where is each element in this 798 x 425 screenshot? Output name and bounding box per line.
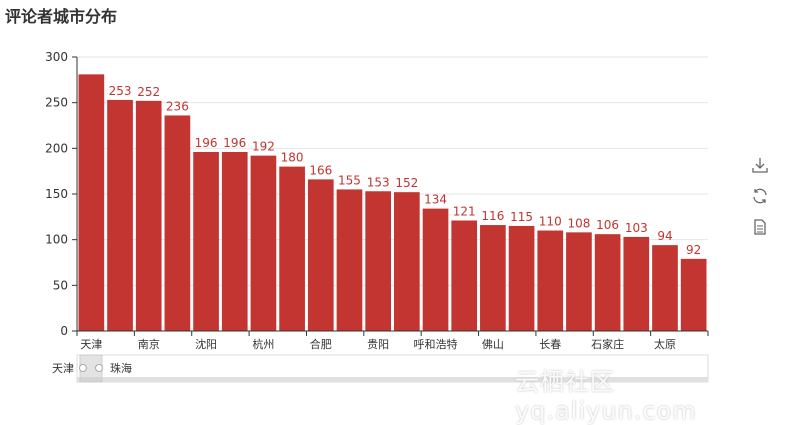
data-label: 116 bbox=[481, 209, 504, 223]
data-label: 103 bbox=[625, 221, 648, 235]
datazoom-track bbox=[77, 377, 708, 382]
x-tick-label: 呼和浩特 bbox=[414, 337, 458, 351]
datazoom-handle-left[interactable] bbox=[79, 364, 87, 372]
data-label: 134 bbox=[424, 193, 447, 207]
data-label: 108 bbox=[567, 216, 590, 230]
datazoom-handle-right[interactable] bbox=[95, 364, 103, 372]
bar bbox=[537, 230, 564, 331]
x-tick-label: 天津 bbox=[80, 338, 102, 351]
x-tick-label: 贵阳 bbox=[367, 338, 389, 351]
bar bbox=[680, 258, 707, 331]
bar bbox=[508, 225, 535, 331]
bar bbox=[365, 191, 391, 331]
bar bbox=[652, 245, 678, 331]
x-tick-label: 沈阳 bbox=[195, 337, 217, 351]
datazoom-start-label: 天津 bbox=[52, 362, 74, 375]
data-label: 110 bbox=[539, 215, 562, 229]
bar bbox=[307, 179, 334, 331]
y-tick-label: 250 bbox=[45, 96, 68, 110]
bar-chart: 0 50 100 150 200 250 300 253 252 236 196 196 192 180 1… bbox=[45, 50, 709, 383]
bar bbox=[594, 234, 621, 331]
data-label: 252 bbox=[137, 85, 160, 99]
toolbox bbox=[751, 156, 771, 249]
y-tick-label: 150 bbox=[45, 187, 68, 201]
data-label: 196 bbox=[223, 136, 246, 150]
x-tick-label: 佛山 bbox=[482, 338, 504, 351]
bar bbox=[78, 74, 105, 331]
data-label: 253 bbox=[109, 84, 132, 98]
data-label: 155 bbox=[338, 173, 361, 187]
bar bbox=[451, 220, 478, 331]
x-tick-label: 石家庄 bbox=[591, 337, 624, 351]
watermark: 云栖社区 yq.aliyun.com bbox=[515, 368, 697, 425]
y-tick-label: 0 bbox=[60, 324, 68, 338]
bar bbox=[480, 225, 506, 331]
bar bbox=[623, 236, 650, 331]
data-label: 192 bbox=[252, 140, 275, 154]
datazoom-end-label: 珠海 bbox=[110, 361, 132, 375]
bar bbox=[135, 100, 162, 331]
data-label: 115 bbox=[510, 210, 533, 224]
data-label: 180 bbox=[281, 151, 304, 165]
y-tick-label: 200 bbox=[45, 141, 68, 155]
y-tick-label: 100 bbox=[45, 233, 68, 247]
data-label: 152 bbox=[395, 176, 418, 190]
bar bbox=[107, 99, 133, 331]
data-label: 166 bbox=[309, 163, 332, 177]
bar bbox=[164, 115, 191, 331]
bar bbox=[279, 166, 305, 331]
bar bbox=[566, 232, 592, 331]
download-icon[interactable] bbox=[751, 156, 769, 174]
data-label: 236 bbox=[166, 99, 189, 113]
data-label: 94 bbox=[657, 229, 672, 243]
bar bbox=[336, 189, 363, 331]
x-tick-label: 太原 bbox=[654, 338, 676, 351]
x-tick-label: 合肥 bbox=[310, 337, 332, 351]
x-tick-label: 长春 bbox=[539, 338, 561, 351]
bar bbox=[394, 192, 420, 331]
bar bbox=[422, 208, 449, 331]
bar bbox=[250, 155, 277, 331]
data-label: 92 bbox=[686, 243, 701, 257]
data-view-icon[interactable] bbox=[751, 218, 769, 236]
bar bbox=[193, 151, 219, 331]
y-tick-label: 300 bbox=[45, 50, 68, 64]
y-tick-label: 50 bbox=[53, 278, 68, 292]
data-label: 121 bbox=[453, 204, 476, 218]
data-label: 196 bbox=[195, 136, 218, 150]
data-label: 153 bbox=[367, 175, 390, 189]
x-tick-label: 杭州 bbox=[252, 337, 274, 351]
x-tick-label: 南京 bbox=[138, 337, 160, 351]
data-label: 106 bbox=[596, 218, 619, 232]
refresh-icon[interactable] bbox=[751, 187, 769, 205]
bar bbox=[221, 151, 248, 331]
chart-title: 评论者城市分布 bbox=[5, 7, 118, 26]
